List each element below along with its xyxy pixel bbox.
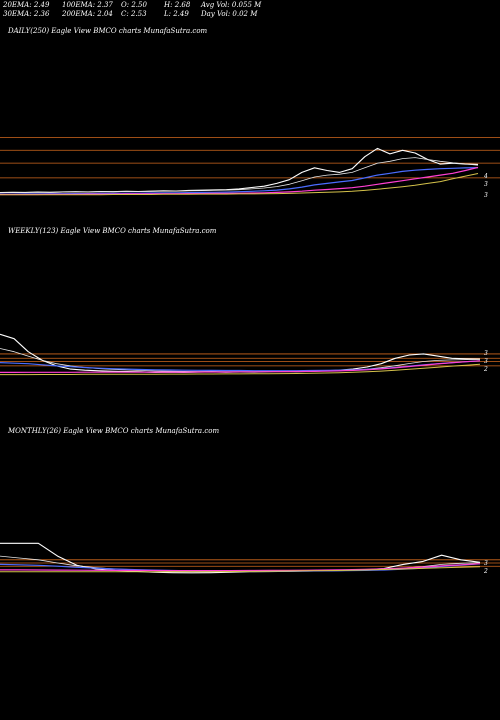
monthly-price-tick-label: 3 [484, 560, 488, 567]
monthly-ema100-line [0, 563, 481, 572]
monthly-price-tick-label: 2 [483, 568, 488, 575]
daily-price-tick-label: 3 [484, 181, 488, 188]
weekly-price-tick-label: 2 [483, 366, 488, 373]
avg-volume-readout: Avg Vol: 0.055 M [201, 1, 262, 9]
open-readout: O: 2.50 [121, 1, 147, 9]
ema100-readout: 100EMA: 2.37 [62, 1, 113, 9]
daily-chart-panel: 433 [0, 136, 500, 199]
monthly-chart-title: MONTHLY(26) Eagle View BMCO charts Munaf… [8, 427, 220, 435]
ema200-readout: 200EMA: 2.04 [62, 10, 113, 18]
daily-ema200-line [0, 173, 479, 196]
daily-ema30-line [0, 167, 479, 195]
weekly-ema20-line [0, 348, 481, 373]
weekly-chart-title: WEEKLY(123) Eagle View BMCO charts Munaf… [8, 227, 217, 235]
daily-price-tick-label: 4 [483, 173, 488, 180]
indicator-header: 20EMA: 2.49 30EMA: 2.36 100EMA: 2.37 200… [0, 1, 500, 23]
daily-ema20-line [0, 157, 479, 193]
weekly-price-tick-label: 3 [484, 350, 488, 357]
high-readout: H: 2.68 [164, 1, 191, 9]
ema30-readout: 30EMA: 2.36 [3, 10, 50, 18]
monthly-chart-panel: 32 [0, 542, 500, 575]
close-readout: C: 2.53 [121, 10, 147, 18]
weekly-ema100-line [0, 360, 481, 373]
day-volume-readout: Day Vol: 0.02 M [201, 10, 258, 18]
weekly-chart-panel: 332 [0, 333, 500, 376]
low-readout: L: 2.49 [164, 10, 189, 18]
ema20-readout: 20EMA: 2.49 [3, 1, 50, 9]
weekly-ema200-line [0, 363, 481, 376]
weekly-price-tick-label: 3 [484, 358, 488, 365]
daily-chart-title: DAILY(250) Eagle View BMCO charts Munafa… [8, 27, 208, 35]
monthly-ema200-line [0, 566, 481, 573]
daily-price-tick-label: 3 [484, 192, 488, 199]
